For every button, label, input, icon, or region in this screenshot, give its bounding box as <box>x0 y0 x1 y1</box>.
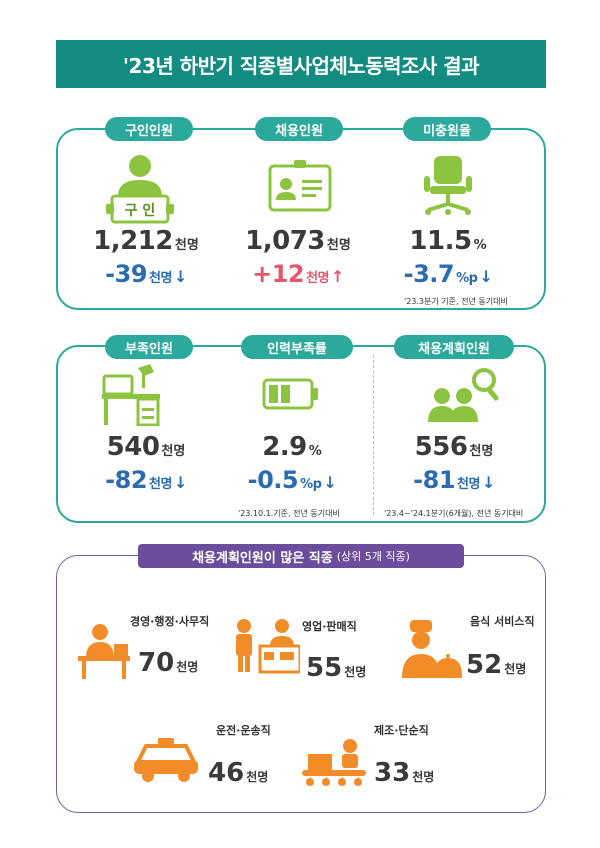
label-planned-hires: 채용계획인원 <box>394 335 514 359</box>
occupation-1-value: 70 <box>138 648 175 678</box>
occupation-1-label: 경영·행정·사무직 <box>130 615 210 628</box>
occupation-5-unit: 천명 <box>412 770 435 784</box>
down-arrow-icon: ↓ <box>479 267 493 286</box>
down-arrow-icon: ↓ <box>481 473 495 492</box>
unfilled-rate-value: 11.5 <box>409 226 472 256</box>
label-openings: 구인인원 <box>105 117 193 141</box>
unfilled-rate-change-block: -3.7 %p ↓ <box>378 260 518 288</box>
panel2-footnote-left: '23.10.1.기준, 전년 동기대비 <box>238 509 340 518</box>
planned-hires-change-unit: 천명 <box>457 477 480 492</box>
occupation-3-value: 52 <box>466 650 503 680</box>
shortage-rate-value: 2.9 <box>262 432 307 462</box>
shortage-change-block: -82 천명 ↓ <box>76 466 216 494</box>
openings-change-unit: 천명 <box>149 271 172 286</box>
label-hires: 채용인원 <box>255 117 343 141</box>
down-arrow-icon: ↓ <box>323 473 337 492</box>
planned-hires-change-block: -81 천명 ↓ <box>384 466 524 494</box>
planned-hires-change: -81 <box>413 466 456 494</box>
occupation-2-label: 영업·판매직 <box>302 620 357 633</box>
openings-change: -39 <box>105 260 148 288</box>
shortage-value: 540 <box>106 432 160 462</box>
down-arrow-icon: ↓ <box>173 267 187 286</box>
label-unfilled-rate: 미충원율 <box>403 117 491 141</box>
occupation-2-value: 55 <box>306 653 343 683</box>
office-worker-icon <box>78 624 130 679</box>
unfilled-rate-value-block: 11.5% <box>378 226 518 256</box>
shortage-change: -82 <box>105 466 148 494</box>
hires-change: +12 <box>252 260 305 288</box>
taxi-icon <box>134 738 198 782</box>
shortage-rate-change-block: -0.5 %p ↓ <box>222 466 362 494</box>
occupation-1-value-block: 70 천명 <box>138 648 198 678</box>
top-occupations-subtitle: (상위 5개 직종) <box>336 550 410 563</box>
openings-change-block: -39 천명 ↓ <box>76 260 216 288</box>
panel1-footnote: '23.3분기 기준, 전년 동기대비 <box>404 297 508 306</box>
occupation-4-label: 운전·운송직 <box>216 724 271 737</box>
occupation-5-label: 제조·단순직 <box>374 724 429 737</box>
shortage-unit: 천명 <box>161 444 186 459</box>
occupation-4-value: 46 <box>208 758 245 788</box>
shortage-change-unit: 천명 <box>149 477 172 492</box>
shortage-rate-change-unit: %p <box>300 477 322 492</box>
shortage-rate-change: -0.5 <box>247 466 299 494</box>
page-title: '23년 하반기 직종별사업체노동력조사 결과 <box>56 40 546 88</box>
job-seeker-sign-text: 구 인 <box>125 202 156 219</box>
divider <box>373 355 374 515</box>
shortage-value-block: 540 천명 <box>76 432 216 462</box>
shortage-rate-unit: % <box>308 444 322 459</box>
unfilled-rate-change: -3.7 <box>403 260 455 288</box>
sales-clerk-icon <box>236 619 300 674</box>
occupation-2-unit: 천명 <box>344 665 367 679</box>
hires-change-unit: 천명 <box>306 271 330 286</box>
panel2-footnote-right: '23.4~'24.1분기(6개월), 전년 동기대비 <box>384 509 524 518</box>
occupation-4-value-block: 46 천명 <box>208 758 268 788</box>
planned-hires-value: 556 <box>414 432 468 462</box>
empty-desk-icon <box>102 364 160 426</box>
hires-unit: 천명 <box>326 238 351 253</box>
occupation-5-value: 33 <box>374 758 411 788</box>
id-card-icon <box>268 160 332 212</box>
label-shortage: 부족인원 <box>105 335 193 359</box>
openings-value: 1,212 <box>93 226 173 256</box>
occupation-4-unit: 천명 <box>246 770 269 784</box>
occupation-5-value-block: 33 천명 <box>374 758 434 788</box>
down-arrow-icon: ↓ <box>173 473 187 492</box>
planned-hires-value-block: 556 천명 <box>384 432 524 462</box>
hires-value: 1,073 <box>245 226 325 256</box>
empty-chair-icon <box>424 156 472 215</box>
factory-worker-icon <box>302 739 366 786</box>
occupation-3-value-block: 52 천명 <box>466 650 526 680</box>
low-battery-icon <box>262 378 318 410</box>
unfilled-rate-unit: % <box>473 238 487 253</box>
occupation-3-label: 음식 서비스직 <box>470 615 535 628</box>
chef-icon <box>402 620 462 678</box>
up-arrow-icon: ↑ <box>331 267 344 286</box>
hires-value-block: 1,073 천명 <box>228 226 368 256</box>
unfilled-rate-change-unit: %p <box>456 271 478 286</box>
shortage-rate-value-block: 2.9% <box>222 432 362 462</box>
top-occupations-header: 채용계획인원이 많은 직종 (상위 5개 직종) <box>138 544 464 568</box>
top-occupations-title: 채용계획인원이 많은 직종 <box>192 550 333 566</box>
occupation-3-unit: 천명 <box>504 662 527 676</box>
openings-value-block: 1,212 천명 <box>76 226 216 256</box>
job-seeker-icon: 구 인 <box>106 155 174 224</box>
hires-change-block: +12 천명 ↑ <box>228 260 368 288</box>
openings-unit: 천명 <box>174 238 199 253</box>
occupation-2-value-block: 55 천명 <box>306 653 366 683</box>
recruit-search-icon <box>428 368 499 422</box>
occupation-1-unit: 천명 <box>176 660 199 674</box>
label-shortage-rate: 인력부족률 <box>241 335 353 359</box>
planned-hires-unit: 천명 <box>469 444 494 459</box>
